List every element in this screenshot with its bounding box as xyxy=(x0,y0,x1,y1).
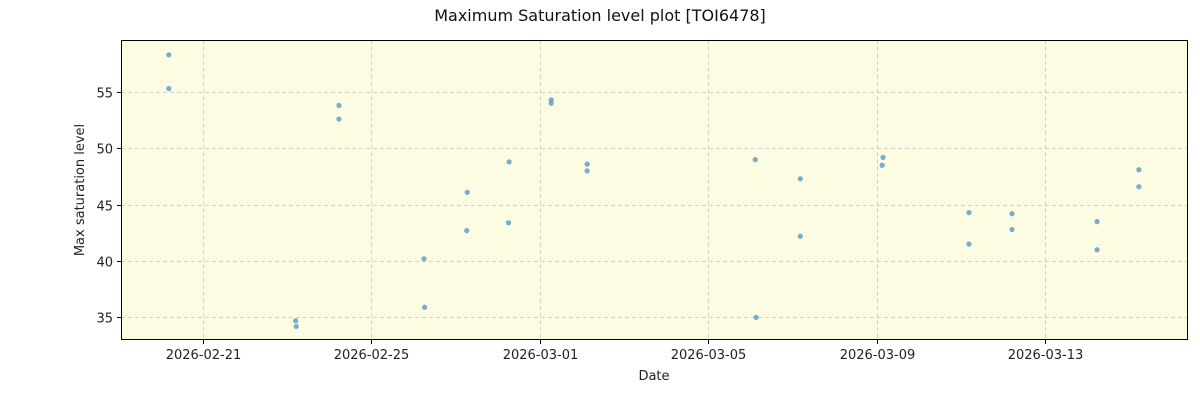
data-point xyxy=(548,100,554,106)
data-point xyxy=(421,256,427,262)
data-point xyxy=(584,161,590,167)
data-point xyxy=(1136,167,1142,173)
y-axis: 35 40 45 50 55 xyxy=(96,87,121,327)
data-point xyxy=(880,154,886,160)
data-point xyxy=(293,323,299,330)
data-point xyxy=(752,157,758,163)
data-point xyxy=(506,159,512,165)
data-point xyxy=(336,116,342,122)
data-point xyxy=(336,102,342,109)
y-tick-label: 35 xyxy=(96,312,113,327)
data-point xyxy=(966,241,972,247)
data-point xyxy=(293,318,299,324)
data-point xyxy=(797,176,803,182)
data-points xyxy=(166,52,1142,330)
x-axis-label: Date xyxy=(638,369,669,384)
x-tick-label: 2026-02-21 xyxy=(166,348,242,363)
y-axis-label: Max saturation level xyxy=(73,124,88,256)
data-point xyxy=(1009,226,1015,233)
x-tick-label: 2026-03-13 xyxy=(1008,348,1084,363)
data-point xyxy=(879,162,885,168)
data-point xyxy=(1094,219,1100,225)
x-tick-label: 2026-02-25 xyxy=(334,348,410,363)
data-point xyxy=(505,220,512,226)
data-point xyxy=(584,168,590,174)
data-point xyxy=(1136,184,1142,190)
data-point xyxy=(464,228,470,234)
data-point xyxy=(753,314,759,320)
plot-area xyxy=(121,40,1188,340)
data-point xyxy=(1094,247,1100,253)
y-tick-label: 45 xyxy=(96,200,113,215)
x-axis: 2026-02-21 2026-02-25 2026-03-01 2026-03-05… xyxy=(166,340,1084,363)
chart-title: Maximum Saturation level plot [TOI6478] xyxy=(434,6,766,25)
y-tick-label: 55 xyxy=(96,87,113,102)
grid-lines xyxy=(121,40,1188,340)
x-tick-label: 2026-03-05 xyxy=(671,348,747,363)
data-point xyxy=(797,233,803,239)
x-tick-label: 2026-03-09 xyxy=(840,348,916,363)
data-point xyxy=(966,209,972,216)
x-tick-label: 2026-03-01 xyxy=(503,348,579,363)
data-point xyxy=(422,304,428,310)
data-point xyxy=(1009,211,1015,217)
plot-frame xyxy=(121,40,1188,340)
data-point xyxy=(166,86,172,92)
y-tick-label: 50 xyxy=(96,143,113,158)
data-point xyxy=(166,52,172,58)
data-point xyxy=(464,189,470,195)
y-tick-label: 40 xyxy=(96,256,113,271)
